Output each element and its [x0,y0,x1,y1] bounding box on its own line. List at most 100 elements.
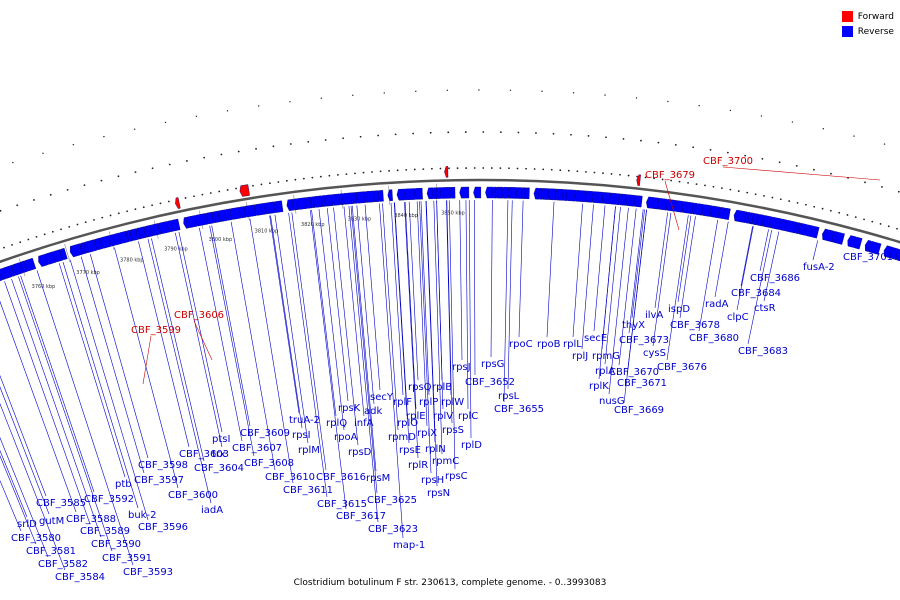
track-dot [226,189,229,191]
track-dot [567,169,570,172]
gene-label-reverse: thyX [622,320,645,331]
track-dot [359,135,362,138]
gene-label-forward: CBF_3599 [131,325,181,336]
gene-label-reverse: srlD [17,519,37,530]
leader-line [490,200,493,358]
reverse-gene-block [342,192,355,205]
track-dot [517,131,520,134]
gene-label-reverse: CBF_3596 [138,522,188,533]
gene-label-reverse: CBF_3610 [265,472,315,483]
gene-label-reverse: CBF_3680 [689,333,739,344]
leader-line [736,226,754,311]
reverse-gene-block [459,186,470,199]
leader-line [425,200,438,487]
leader-line [546,201,555,338]
reverse-gene-block [507,187,518,199]
track-dot [788,200,791,202]
track-dot [430,167,433,170]
track-dot [76,223,79,226]
leader-line [448,200,456,470]
track-dot [653,177,656,180]
track-dot [661,178,664,181]
gene-label-reverse: iadA [201,505,223,516]
track-dot [42,152,44,154]
gene-label-reverse: rpsH [421,475,444,486]
gene-label-reverse: gutM [39,516,64,527]
track-dot [896,227,898,230]
track-dot [328,174,331,177]
track-dot [448,167,450,170]
track-dot [285,179,288,182]
scale-tick-label: 3800 kbp [209,237,233,243]
track-dot [11,243,13,246]
track-dot [151,204,154,207]
track-dot [709,148,712,151]
track-dot [746,191,749,194]
track-dot [101,216,104,219]
gene-label-reverse: rpsL [498,391,520,402]
track-dot [371,171,373,173]
leader-line [436,200,444,410]
leader-line [608,207,629,395]
gene-label-reverse: CBF_3585 [36,498,86,509]
track-dot [610,173,613,175]
reverse-gene-block [633,195,643,208]
track-dot [235,187,237,190]
gene-label-reverse: CBF_3588 [66,514,116,525]
leader-line [759,229,769,272]
gene-label-reverse: CBF_3611 [283,485,333,496]
gene-label-reverse: rplD [461,440,482,451]
gene-label-forward: CBF_3700 [703,156,753,167]
track-dot [796,202,799,204]
scale-tick-label: 3850 kbp [441,211,465,217]
track-dot [307,140,310,143]
reverse-gene-block [449,187,456,199]
gene-label-reverse: rplF [393,397,412,408]
leader-line [618,208,637,366]
track-dot [142,206,145,209]
gene-label-reverse: rpsC [445,471,468,482]
track-dot [605,136,607,139]
scale-tick-label: 3810 kbp [255,229,279,235]
leader-line [581,204,594,350]
track-dot [879,223,882,225]
track-dot [585,170,587,173]
track-dot [692,146,695,149]
track-dot [377,134,380,137]
leader-line-forward [664,180,680,231]
leader-line [420,201,430,396]
scale-tick-label: 3830 kbp [348,217,372,223]
track-dot [203,156,206,159]
track-dot [509,89,512,92]
track-dot [533,168,536,170]
reverse-gene-block [60,247,68,261]
leader-line [390,202,404,396]
track-dot [737,190,740,192]
track-dot [337,174,339,176]
leader-line [209,225,255,457]
gene-label-reverse: CBF_3580 [11,533,61,544]
reverse-gene-block [171,218,181,232]
gene-label-reverse: adk [364,406,382,417]
gene-label-reverse: CBF_3598 [138,460,188,471]
leader-line [343,206,365,417]
track-dot [260,183,263,186]
track-dot [813,205,816,208]
leader-line [0,403,66,571]
leader-line [230,221,276,471]
leader-line [631,209,645,319]
leader-line [652,212,672,347]
leader-line [740,226,753,287]
reverse-gene-block [853,236,863,250]
track-dot [604,94,606,96]
track-dot [12,161,14,164]
leader-line [80,256,145,474]
leader-line [503,200,509,403]
gene-label-reverse: rplR [408,460,428,471]
track-dot [863,218,865,221]
leader-line [468,200,472,439]
track-dot [744,154,747,157]
gene-label-reverse: rpsS [442,425,464,436]
leader-line [364,204,381,391]
track-dot [576,170,579,173]
